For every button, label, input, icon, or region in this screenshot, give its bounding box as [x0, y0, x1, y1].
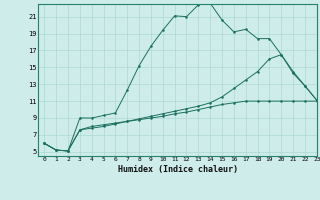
X-axis label: Humidex (Indice chaleur): Humidex (Indice chaleur) [118, 165, 238, 174]
